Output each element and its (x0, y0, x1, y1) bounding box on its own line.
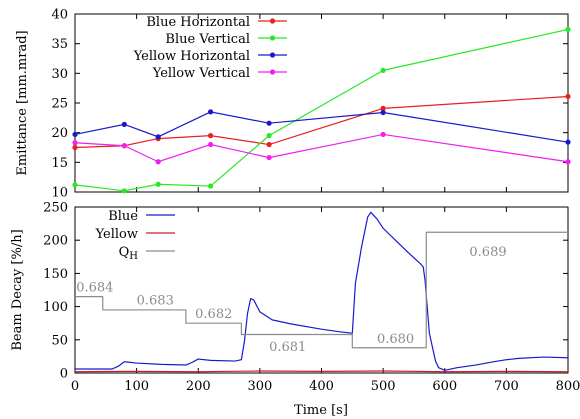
data-point-yellow-horizontal (380, 109, 386, 116)
series-line-yellow-horizontal (74, 111, 569, 143)
data-point-yellow-horizontal (72, 131, 78, 138)
legend-marker-blue-horizontal (269, 18, 276, 24)
series-line-blue (75, 211, 569, 371)
series-line-yellow-vertical (74, 133, 569, 163)
legend-marker-yellow-vertical (269, 69, 276, 75)
series-line-q-h (75, 231, 568, 349)
time-x-axis-label: Time [s] (294, 403, 348, 418)
time-x-tick-label: 800 (556, 379, 580, 394)
beam-decay-y-tick-label: 150 (43, 267, 68, 282)
data-point-blue-horizontal (565, 93, 571, 100)
time-x-tick-label: 300 (247, 379, 272, 394)
data-point-yellow-vertical (121, 143, 127, 149)
emittance-legend: Blue Horizontal Blue Vertical Yellow Hor… (133, 15, 287, 81)
data-point-blue-horizontal (72, 144, 78, 151)
beam-decay-y-tick-label: 50 (51, 333, 68, 348)
data-point-blue-vertical (266, 133, 272, 139)
emittance-y-tick-label: 30 (51, 67, 68, 82)
data-point-yellow-horizontal (155, 134, 161, 140)
step-annotation: 0.684 (76, 280, 113, 295)
step-annotation: 0.680 (377, 332, 414, 347)
data-point-blue-horizontal (207, 133, 214, 139)
data-point-yellow-vertical (565, 159, 571, 165)
data-point-blue-vertical (121, 188, 127, 194)
emittance-y-tick-label: 40 (51, 8, 68, 23)
step-annotation: 0.683 (137, 294, 174, 309)
data-point-yellow-vertical (380, 131, 386, 138)
time-x-tick-label: 200 (186, 379, 211, 394)
data-point-blue-vertical (207, 183, 214, 189)
time-x-tick-label: 100 (124, 379, 149, 394)
step-annotation: 0.689 (469, 245, 506, 260)
series-line-blue-horizontal (74, 95, 569, 149)
legend-label-blue-horizontal: Blue Horizontal (146, 15, 250, 30)
beam-decay-legend: Blue Yellow QH (95, 209, 175, 262)
legend-label-q-h: QH (119, 245, 139, 262)
beam-decay-y-tick-label: 250 (43, 201, 68, 216)
data-point-yellow-vertical (155, 159, 161, 165)
step-annotation: 0.682 (195, 307, 232, 322)
data-point-yellow-horizontal (266, 120, 272, 126)
time-x-tick-label: 600 (432, 379, 457, 394)
time-x-tick-label: 400 (309, 379, 334, 394)
legend-label-q-sub: H (129, 251, 138, 262)
beam-decay-y-axis-label: Beam Decay [%/h] (10, 229, 25, 350)
beam-decay-y-tick-label: 200 (43, 234, 68, 249)
legend-label-q-main: Q (119, 245, 130, 260)
emittance-y-tick-label: 15 (51, 156, 68, 171)
legend-marker-yellow-horizontal (269, 52, 276, 58)
emittance-y-tick-label: 20 (51, 126, 68, 141)
time-x-tick-label: 700 (494, 379, 519, 394)
beam-decay-y-tick-label: 100 (43, 300, 68, 315)
data-point-yellow-horizontal (207, 109, 214, 115)
data-point-blue-horizontal (266, 141, 272, 148)
legend-label-yellow: Yellow (95, 227, 138, 242)
legend-label-blue: Blue (108, 209, 138, 224)
emittance-panel: 10 15 20 25 30 35 40 Emittance [mm.mrad] Blue … (15, 8, 571, 201)
data-point-yellow-horizontal (121, 121, 127, 127)
data-point-blue-vertical (380, 67, 386, 73)
emittance-y-tick-label: 10 (51, 186, 68, 201)
emittance-y-tick-label: 25 (51, 97, 68, 112)
time-x-tick-label: 0 (71, 379, 79, 394)
emittance-plot-frame (74, 13, 569, 193)
data-point-yellow-horizontal (565, 139, 571, 145)
time-x-tick-label: 500 (371, 379, 396, 394)
data-point-yellow-vertical (266, 154, 272, 161)
step-annotation: 0.681 (269, 340, 306, 355)
beam-decay-y-tick-label: 0 (60, 367, 68, 382)
legend-label-blue-vertical: Blue Vertical (165, 32, 250, 47)
data-point-yellow-vertical (207, 141, 214, 148)
data-point-blue-vertical (155, 181, 161, 187)
beam-decay-panel: 0 50 100 150 200 250 0 100 200 300 400 500 600 700 800… (10, 201, 580, 419)
data-point-yellow-vertical (72, 140, 78, 146)
legend-label-yellow-vertical: Yellow Vertical (152, 66, 250, 81)
legend-marker-blue-vertical (269, 35, 276, 41)
data-point-blue-vertical (565, 26, 571, 33)
emittance-y-axis-label: Emittance [mm.mrad] (15, 30, 30, 175)
legend-label-yellow-horizontal: Yellow Horizontal (133, 49, 250, 64)
emittance-y-tick-label: 35 (51, 37, 68, 52)
series-line-yellow (74, 370, 569, 373)
data-point-blue-horizontal (380, 105, 386, 111)
data-point-blue-vertical (72, 182, 78, 188)
